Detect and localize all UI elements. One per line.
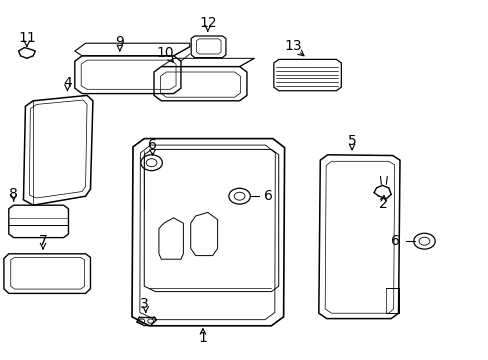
- Text: 8: 8: [9, 187, 18, 201]
- Text: 5: 5: [347, 135, 356, 148]
- Text: 6: 6: [264, 189, 272, 203]
- Text: 11: 11: [18, 31, 36, 45]
- Text: 12: 12: [199, 17, 216, 30]
- Text: 7: 7: [39, 234, 47, 248]
- Text: 6: 6: [390, 234, 399, 248]
- Text: 1: 1: [198, 332, 207, 345]
- Text: 6: 6: [148, 139, 157, 152]
- Text: 13: 13: [284, 39, 302, 53]
- Text: 9: 9: [115, 36, 124, 49]
- Text: 10: 10: [156, 46, 174, 60]
- Text: 2: 2: [379, 198, 387, 211]
- Text: 3: 3: [140, 297, 148, 311]
- Text: 4: 4: [63, 76, 72, 90]
